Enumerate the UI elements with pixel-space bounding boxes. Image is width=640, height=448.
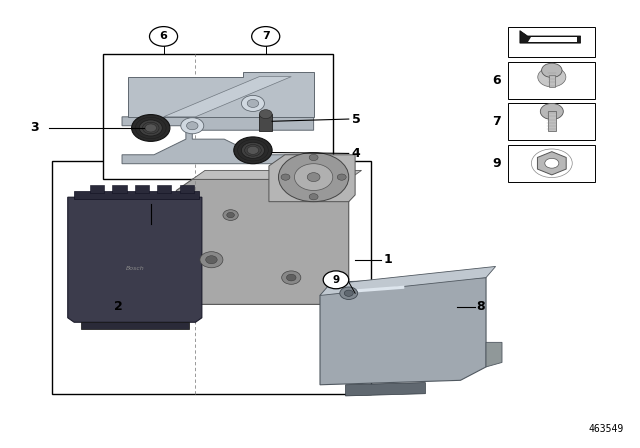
Circle shape xyxy=(540,103,563,120)
Polygon shape xyxy=(269,155,355,202)
Circle shape xyxy=(294,164,333,190)
Polygon shape xyxy=(129,72,314,117)
Bar xyxy=(113,185,127,193)
Polygon shape xyxy=(520,30,580,43)
Text: 9: 9 xyxy=(492,157,500,170)
Circle shape xyxy=(241,95,264,112)
Text: 4: 4 xyxy=(352,147,361,160)
Circle shape xyxy=(281,174,290,180)
Circle shape xyxy=(278,152,349,202)
Bar xyxy=(548,112,556,131)
Circle shape xyxy=(541,63,562,78)
Circle shape xyxy=(337,174,346,180)
Bar xyxy=(508,103,595,140)
Circle shape xyxy=(140,120,163,136)
Bar xyxy=(179,185,193,193)
Circle shape xyxy=(282,271,301,284)
Polygon shape xyxy=(176,179,349,304)
Circle shape xyxy=(227,212,234,218)
Polygon shape xyxy=(320,278,486,385)
Circle shape xyxy=(259,110,272,119)
Polygon shape xyxy=(346,383,426,396)
Circle shape xyxy=(538,67,566,87)
Bar xyxy=(103,54,333,179)
Circle shape xyxy=(287,274,296,281)
Circle shape xyxy=(323,271,349,289)
Circle shape xyxy=(180,118,204,134)
Bar xyxy=(259,114,272,131)
Bar xyxy=(508,145,595,181)
Polygon shape xyxy=(122,117,314,164)
Polygon shape xyxy=(68,197,202,322)
Circle shape xyxy=(223,210,238,220)
Polygon shape xyxy=(192,170,362,179)
Polygon shape xyxy=(538,152,566,175)
Circle shape xyxy=(205,256,217,264)
Circle shape xyxy=(545,158,559,168)
Circle shape xyxy=(247,146,259,154)
Text: Bosch: Bosch xyxy=(125,266,144,271)
Text: 7: 7 xyxy=(492,115,500,128)
Polygon shape xyxy=(81,322,189,329)
Text: 5: 5 xyxy=(352,112,361,125)
Bar xyxy=(508,62,595,99)
Text: 3: 3 xyxy=(30,121,39,134)
Circle shape xyxy=(309,194,318,200)
Circle shape xyxy=(150,26,177,46)
Circle shape xyxy=(200,252,223,268)
Bar xyxy=(52,161,371,394)
Circle shape xyxy=(186,122,198,130)
Circle shape xyxy=(340,287,358,299)
Polygon shape xyxy=(486,342,502,367)
Polygon shape xyxy=(320,267,495,296)
Bar xyxy=(90,185,104,193)
Text: 6: 6 xyxy=(159,31,168,41)
Bar xyxy=(508,26,595,57)
Polygon shape xyxy=(74,190,198,199)
Text: 8: 8 xyxy=(476,300,485,313)
Circle shape xyxy=(252,26,280,46)
Text: 2: 2 xyxy=(115,300,124,313)
Polygon shape xyxy=(346,286,404,293)
Circle shape xyxy=(145,124,157,132)
Bar xyxy=(135,185,149,193)
Circle shape xyxy=(132,115,170,142)
Bar xyxy=(157,185,172,193)
Circle shape xyxy=(309,154,318,160)
Circle shape xyxy=(344,290,353,296)
Polygon shape xyxy=(164,77,291,117)
Text: 6: 6 xyxy=(492,73,500,87)
Circle shape xyxy=(247,99,259,108)
Circle shape xyxy=(241,142,264,158)
Text: 7: 7 xyxy=(262,31,269,41)
Bar xyxy=(548,75,555,87)
Circle shape xyxy=(234,137,272,164)
Circle shape xyxy=(307,172,320,181)
Text: 9: 9 xyxy=(332,275,340,285)
Polygon shape xyxy=(527,37,577,42)
Text: 463549: 463549 xyxy=(588,424,623,434)
Text: 1: 1 xyxy=(384,253,392,266)
